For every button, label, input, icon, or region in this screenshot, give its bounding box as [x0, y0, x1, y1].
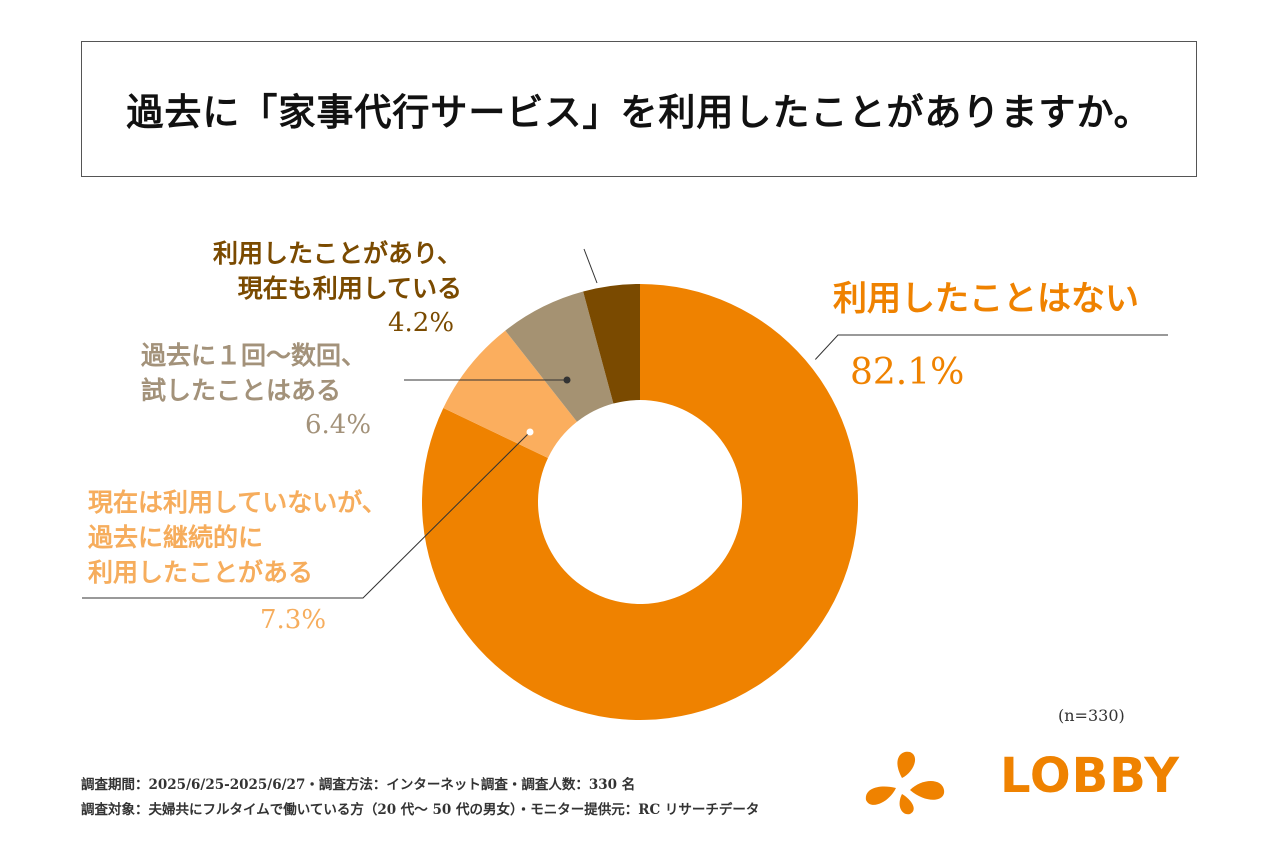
slice-currently-using — [583, 284, 640, 404]
pct-past-continuous: 7.3% — [260, 605, 327, 635]
label-past-line1: 現在は利用していないが、 — [88, 488, 387, 517]
leader-line-past — [82, 431, 531, 599]
label-currently-using-line1: 利用したことがあり、 — [213, 239, 463, 268]
slice-tried-few-times — [505, 291, 614, 422]
leader-dot-never — [809, 358, 817, 366]
slice-past-continuous — [443, 330, 577, 458]
pct-currently-using: 4.2% — [388, 308, 455, 338]
label-past-line2: 過去に継続的に — [88, 523, 264, 552]
leader-line-never — [812, 334, 1168, 363]
label-tried-line1: 過去に１回〜数回、 — [141, 341, 367, 370]
label-past-line3: 利用したことがある — [88, 558, 314, 587]
label-past-continuous: 現在は利用していないが、 過去に継続的に 利用したことがある — [88, 485, 387, 590]
label-currently-using-line2: 現在も利用している — [237, 274, 463, 303]
leader-line-still — [583, 248, 598, 284]
title-box: 過去に「家事代行サービス」を利用したことがありますか。 — [81, 41, 1197, 177]
label-currently-using: 利用したことがあり、 現在も利用している — [213, 236, 462, 306]
label-never-used: 利用したことはない — [833, 279, 1139, 319]
leader-dot-tried — [563, 376, 571, 384]
leader-lines — [82, 248, 1168, 599]
slice-never-used — [421, 284, 858, 720]
chart-title: 過去に「家事代行サービス」を利用したことがありますか。 — [126, 90, 1152, 134]
pct-tried-few-times: 6.4% — [305, 410, 372, 440]
label-tried-line2: 試したことはある — [141, 376, 342, 405]
lobby-logo-mark — [865, 751, 945, 815]
sample-size-note: (n=330) — [1058, 706, 1125, 725]
footer-survey-info: 調査期間：2025/6/25-2025/6/27・調査方法：インターネット調査・… — [81, 777, 636, 793]
footer-survey-target: 調査対象：夫婦共にフルタイムで働いている方（20 代〜 50 代の男女）・モニタ… — [81, 802, 760, 818]
label-tried-few-times: 過去に１回〜数回、 試したことはある — [141, 338, 366, 408]
pct-never-used: 82.1% — [850, 352, 965, 393]
leader-dot-past — [526, 428, 534, 436]
lobby-logo-text: LOBBY — [1000, 748, 1180, 804]
